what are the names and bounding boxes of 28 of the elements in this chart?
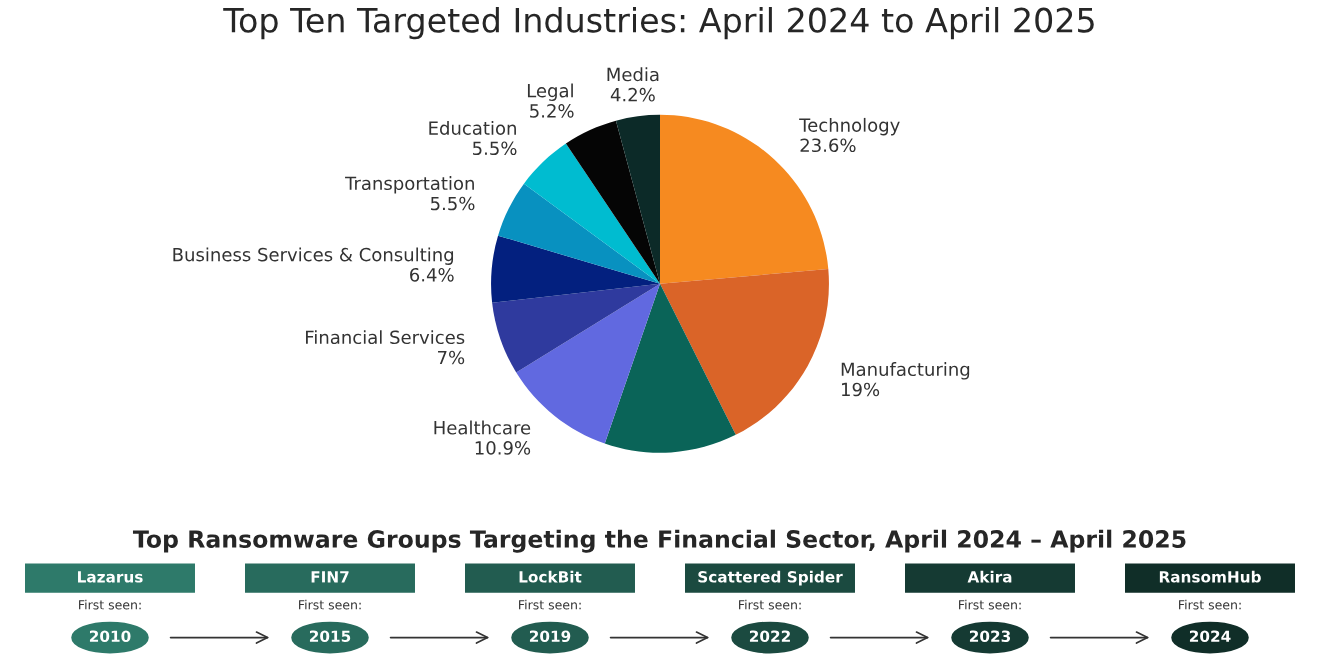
data-label: 5.2% <box>530 104 574 118</box>
pie-slice <box>492 283 660 373</box>
chart-title: Top Ten Targeted Industries: April 2024 to April 2025 <box>223 6 1094 40</box>
data-label: 6.4% <box>410 267 454 282</box>
slice-label: Education <box>429 120 516 135</box>
pie-slice <box>498 183 660 284</box>
pie-slice <box>491 235 660 303</box>
slice-label: Legal <box>527 83 573 101</box>
pie-slice <box>604 283 736 453</box>
text: Top Ransomware Groups Targeting the Financial Sector, April 2024 – April 2025 <box>132 529 1186 553</box>
data-label: 5.5% <box>430 196 475 211</box>
data-label: 5.5% <box>473 141 517 156</box>
slice-label: Transportation <box>345 176 474 194</box>
data-label: 19% <box>841 382 880 397</box>
pie-slice <box>615 114 660 284</box>
slice-label: Technology <box>799 117 900 136</box>
data-label: 10.9% <box>475 441 531 455</box>
data-label: 4.2% <box>610 87 655 102</box>
pie-slice <box>565 120 660 284</box>
slice-label: Media <box>607 67 659 82</box>
slice-label: Healthcare <box>434 420 531 435</box>
pie-slice <box>660 268 829 435</box>
pie-slice <box>523 143 660 284</box>
slice-label: Financial Services <box>306 330 465 345</box>
slice-label: Business Services & Consulting <box>173 247 454 265</box>
data-label: 7% <box>438 350 465 365</box>
data-label: 23.6% <box>800 138 856 153</box>
slice-label: Manufacturing <box>841 362 970 380</box>
